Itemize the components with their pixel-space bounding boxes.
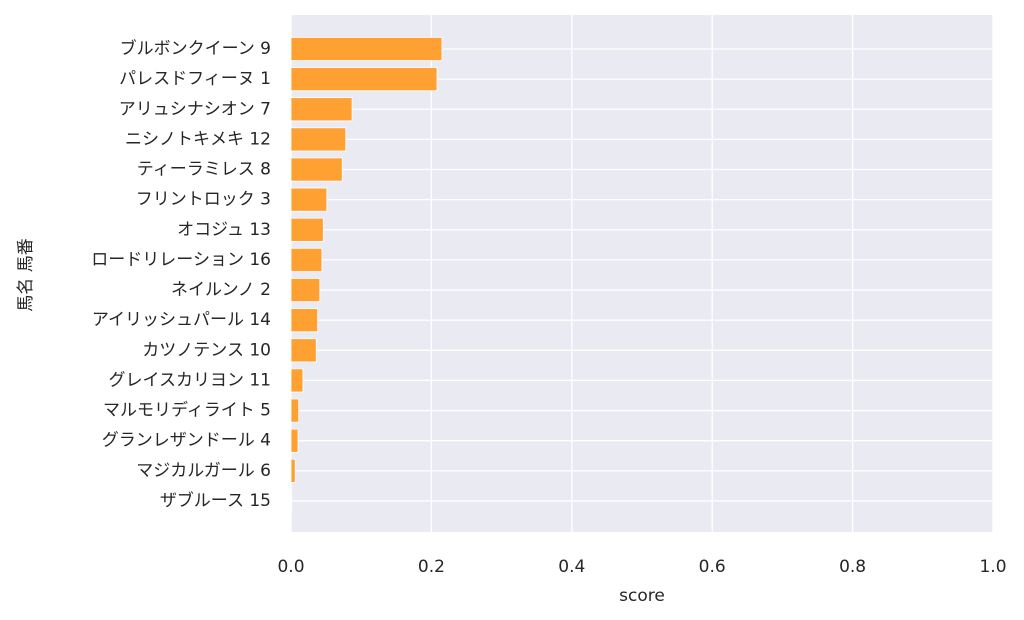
bar <box>290 278 321 303</box>
bar <box>290 157 343 182</box>
y-tick-label: ニシノトキメキ 12 <box>125 129 271 149</box>
bar <box>290 458 296 483</box>
bar <box>290 398 300 423</box>
bar <box>290 217 324 242</box>
bar <box>290 36 443 62</box>
y-tick-label: ブルボンクイーン 9 <box>120 38 271 59</box>
y-tick-label: ザブルース 15 <box>160 490 271 511</box>
x-axis-label: score <box>619 586 665 606</box>
y-tick-label: ネイルンノ 2 <box>171 280 271 300</box>
y-tick-label: ロードリレーション 16 <box>91 250 271 270</box>
y-tick-label: グランレザンドール 4 <box>102 431 271 451</box>
x-tick-label: 0.8 <box>839 557 866 577</box>
bar <box>290 247 323 272</box>
bar <box>290 187 328 212</box>
bar <box>290 97 353 122</box>
bar <box>290 67 438 92</box>
y-tick-label: オコジュ 13 <box>177 220 271 240</box>
y-tick-label: フリントロック 3 <box>136 190 271 210</box>
plot-area <box>291 15 993 532</box>
y-tick-label: ティーラミレス 8 <box>137 160 271 180</box>
y-tick-label: マルモリディライト 5 <box>103 400 271 421</box>
bar <box>290 428 299 453</box>
y-tick-label: パレスドフィーヌ 1 <box>119 69 271 89</box>
y-tick-label: マジカルガール 6 <box>136 461 271 481</box>
x-tick-label: 1.0 <box>979 557 1006 577</box>
bar <box>290 368 304 393</box>
x-tick-label: 0.6 <box>699 557 726 577</box>
bar <box>290 308 319 333</box>
y-axis-label: 馬名 馬番 <box>16 238 36 311</box>
bar <box>290 488 293 513</box>
y-tick-label: カツノテンス 10 <box>142 340 271 360</box>
y-tick-label: アイリッシュパール 14 <box>92 310 271 330</box>
y-tick-label: アリュシナシオン 7 <box>119 99 271 119</box>
bar <box>290 338 317 363</box>
bar <box>290 127 347 152</box>
x-tick-label: 0.4 <box>558 557 585 577</box>
x-tick-label: 0.2 <box>418 557 445 577</box>
x-tick-label: 0.0 <box>277 557 304 577</box>
y-tick-label: グレイスカリヨン 11 <box>108 370 271 390</box>
